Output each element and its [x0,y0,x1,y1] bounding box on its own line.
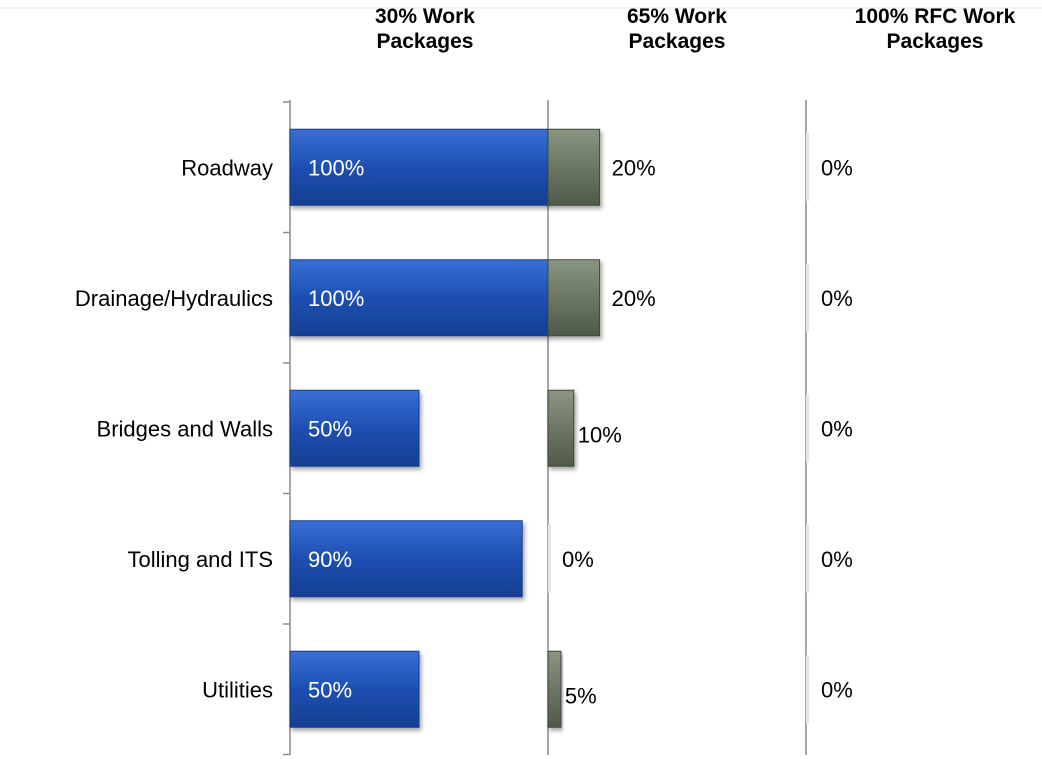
category-label: Tolling and ITS [127,547,273,572]
bar-100-rfc-percent [806,133,809,202]
bar-30-percent [289,389,420,467]
bar-100-rfc-percent [806,394,809,463]
column-header-65: 65% Work Packages [627,5,727,53]
column-header-100-rfc: 100% RFC Work Packages [854,5,1016,53]
bar-65-percent [547,128,601,206]
data-label-65-percent: 5% [565,683,597,708]
bar-100-rfc-percent [806,655,809,724]
data-label-30-percent: 100% [308,155,364,180]
bar-65-percent [548,524,551,593]
category-label: Bridges and Walls [97,416,273,441]
data-label-65-percent: 10% [578,422,622,447]
bar-30-percent [289,259,549,337]
data-label-30-percent: 50% [308,416,352,441]
data-label-100-rfc-percent: 0% [821,416,853,441]
category-label: Roadway [181,155,273,180]
bar-100-rfc-percent [806,524,809,593]
category-label: Utilities [202,677,273,702]
data-label-100-rfc-percent: 0% [821,547,853,572]
data-label-65-percent: 20% [612,155,656,180]
category-label: Drainage/Hydraulics [75,286,273,311]
bar-30-percent [289,520,523,598]
bar-100-rfc-percent [806,263,809,332]
data-label-100-rfc-percent: 0% [821,155,853,180]
bar-30-percent [289,650,420,728]
bar-65-percent [547,650,562,728]
data-label-65-percent: 0% [562,547,594,572]
data-label-65-percent: 20% [612,286,656,311]
column-header-30: 30% Work Packages [375,5,475,53]
data-label-100-rfc-percent: 0% [821,677,853,702]
bar-65-percent [547,389,575,467]
data-label-30-percent: 50% [308,677,352,702]
bar-65-percent [547,259,601,337]
data-label-100-rfc-percent: 0% [821,286,853,311]
data-label-30-percent: 90% [308,547,352,572]
bar-30-percent [289,128,549,206]
data-label-30-percent: 100% [308,286,364,311]
